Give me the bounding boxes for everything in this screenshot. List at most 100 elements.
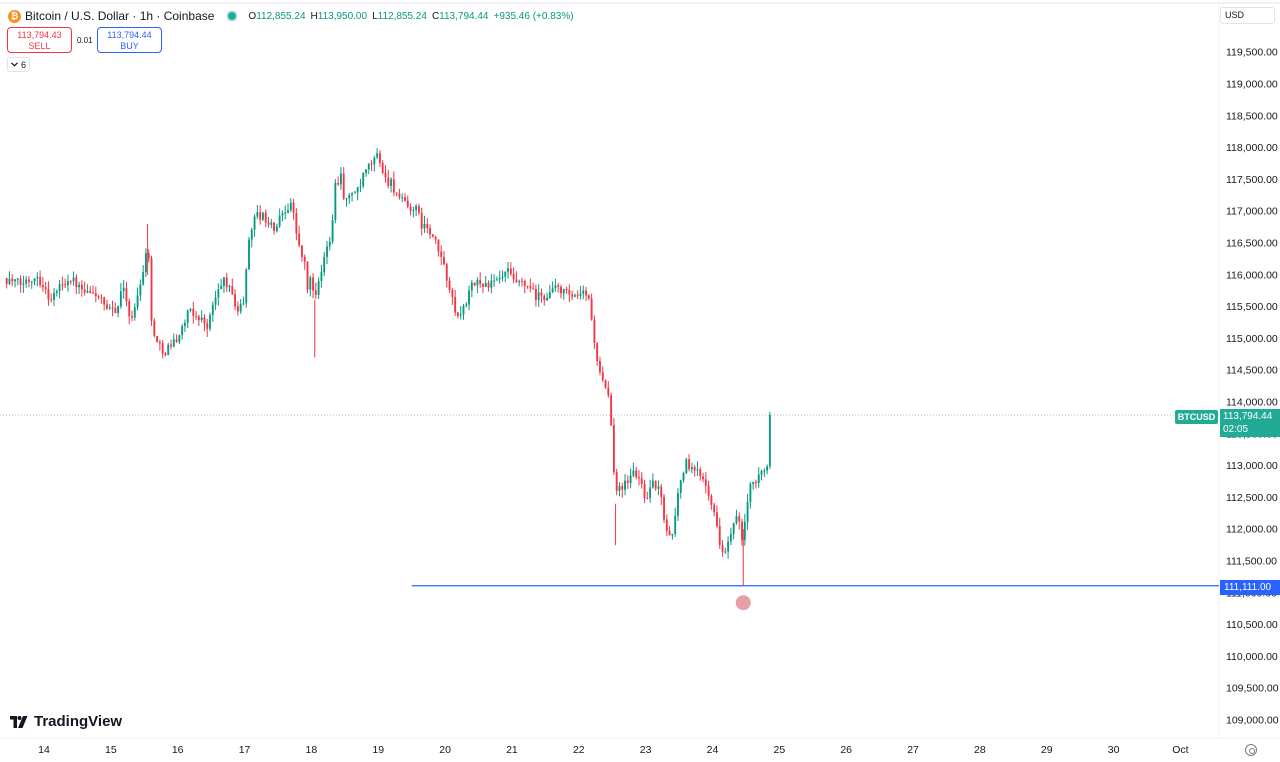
candle-body [596,342,599,361]
candle-body [643,483,646,499]
candle-body [690,467,693,470]
live-status-icon [228,12,237,20]
candle-body [228,286,231,288]
candle-body [565,288,568,290]
candle-body [448,280,451,290]
candle-body [217,289,220,298]
indicators-count: 6 [20,59,26,70]
currency-selector[interactable]: USD [1220,7,1275,24]
candle-body [537,292,540,300]
time-axis[interactable]: 14 15 16 17 18 19 20 21 22 23 24 25 26 27 28 29 30 Oct [38,744,1189,756]
price-tick-label: 116,000.00 [1226,269,1278,281]
candle-body [590,298,593,320]
chevron-down-icon [11,62,18,67]
candle-body [749,483,752,502]
candle-body [654,480,657,489]
candle-body [476,279,479,286]
candle-body [649,487,652,499]
event-marker[interactable] [735,595,751,611]
sell-button[interactable]: 113,794.43 SELL [7,27,72,53]
indicators-toggle[interactable]: 6 [7,57,30,72]
candle-body [114,307,117,314]
candle-body [259,212,262,220]
event-marker-dot[interactable] [735,595,751,611]
candle-body [133,307,136,318]
price-tick-label: 119,500.00 [1226,47,1278,59]
time-tick-label: 28 [974,744,986,756]
symbol-title[interactable]: Bitcoin / U.S. Dollar · 1h · Coinbase [25,9,215,23]
candle-body [621,485,624,490]
candle-body [732,523,735,535]
time-tick-label: 30 [1108,744,1120,756]
candle-body [426,223,429,228]
candle-body [390,179,393,186]
candle-body [593,319,596,343]
settings-icon[interactable] [1245,744,1257,756]
candle-body [64,284,67,286]
candle-body [19,278,22,285]
candle-body [106,304,108,309]
high-value: 113,950.00 [317,10,368,22]
open-value: 112,855.24 [256,10,306,22]
symbol-header[interactable]: ₿ Bitcoin / U.S. Dollar · 1h · Coinbase … [8,8,574,24]
candle-body [53,292,55,300]
time-tick-label: 25 [774,744,786,756]
time-tick-label: 16 [172,744,184,756]
time-tick-label: 27 [907,744,919,756]
candle-body [454,296,457,313]
candle-body [58,284,61,292]
candle-body [236,306,239,312]
candle-body [16,278,19,280]
candle-body [718,525,721,546]
tradingview-logo[interactable]: TradingView [10,713,122,730]
candle-body [395,192,398,195]
candle-body [281,213,284,216]
candle-body [312,277,315,291]
candle-body [431,234,434,237]
candle-body [214,297,217,305]
candle-body [67,281,69,286]
price-tick-label: 113,000.00 [1226,460,1278,472]
candle-body [209,314,211,329]
candle-body [78,284,81,288]
candle-body [156,335,159,342]
candle-body [139,284,142,296]
candle-body [573,295,576,297]
buy-button[interactable]: 113,794.44 BUY [97,27,162,53]
candle-body [80,284,83,290]
price-tick-label: 109,000.00 [1226,715,1279,727]
candle-body [716,512,718,526]
price-tick-label: 119,000.00 [1226,79,1278,91]
candle-body [587,295,590,299]
candle-body [261,212,264,220]
sell-label: SELL [28,41,51,51]
candle-body [585,290,587,296]
candle-body [468,290,470,305]
candle-body [440,251,443,257]
buy-price: 113,794.44 [107,30,152,40]
candle-body [30,281,33,283]
candle-body [518,280,521,283]
candle-body [225,277,228,288]
candle-body [624,480,626,490]
candle-body [515,279,518,283]
candle-body [309,277,312,290]
candle-body [211,304,214,315]
candle-body [401,197,404,199]
tradingview-logo-text: TradingView [34,713,123,730]
candle-body [534,288,537,300]
close-label: C [431,10,440,22]
candle-body [604,380,607,388]
candle-body [153,320,156,336]
candle-body [665,519,668,531]
candle-body [490,280,493,288]
candle-body [298,233,301,246]
candle-body [677,492,679,516]
candle-body [200,317,203,321]
candle-body [523,280,526,286]
candle-body [429,227,432,235]
candle-body [100,297,103,299]
candle-body [674,515,677,534]
candle-body [473,282,476,286]
